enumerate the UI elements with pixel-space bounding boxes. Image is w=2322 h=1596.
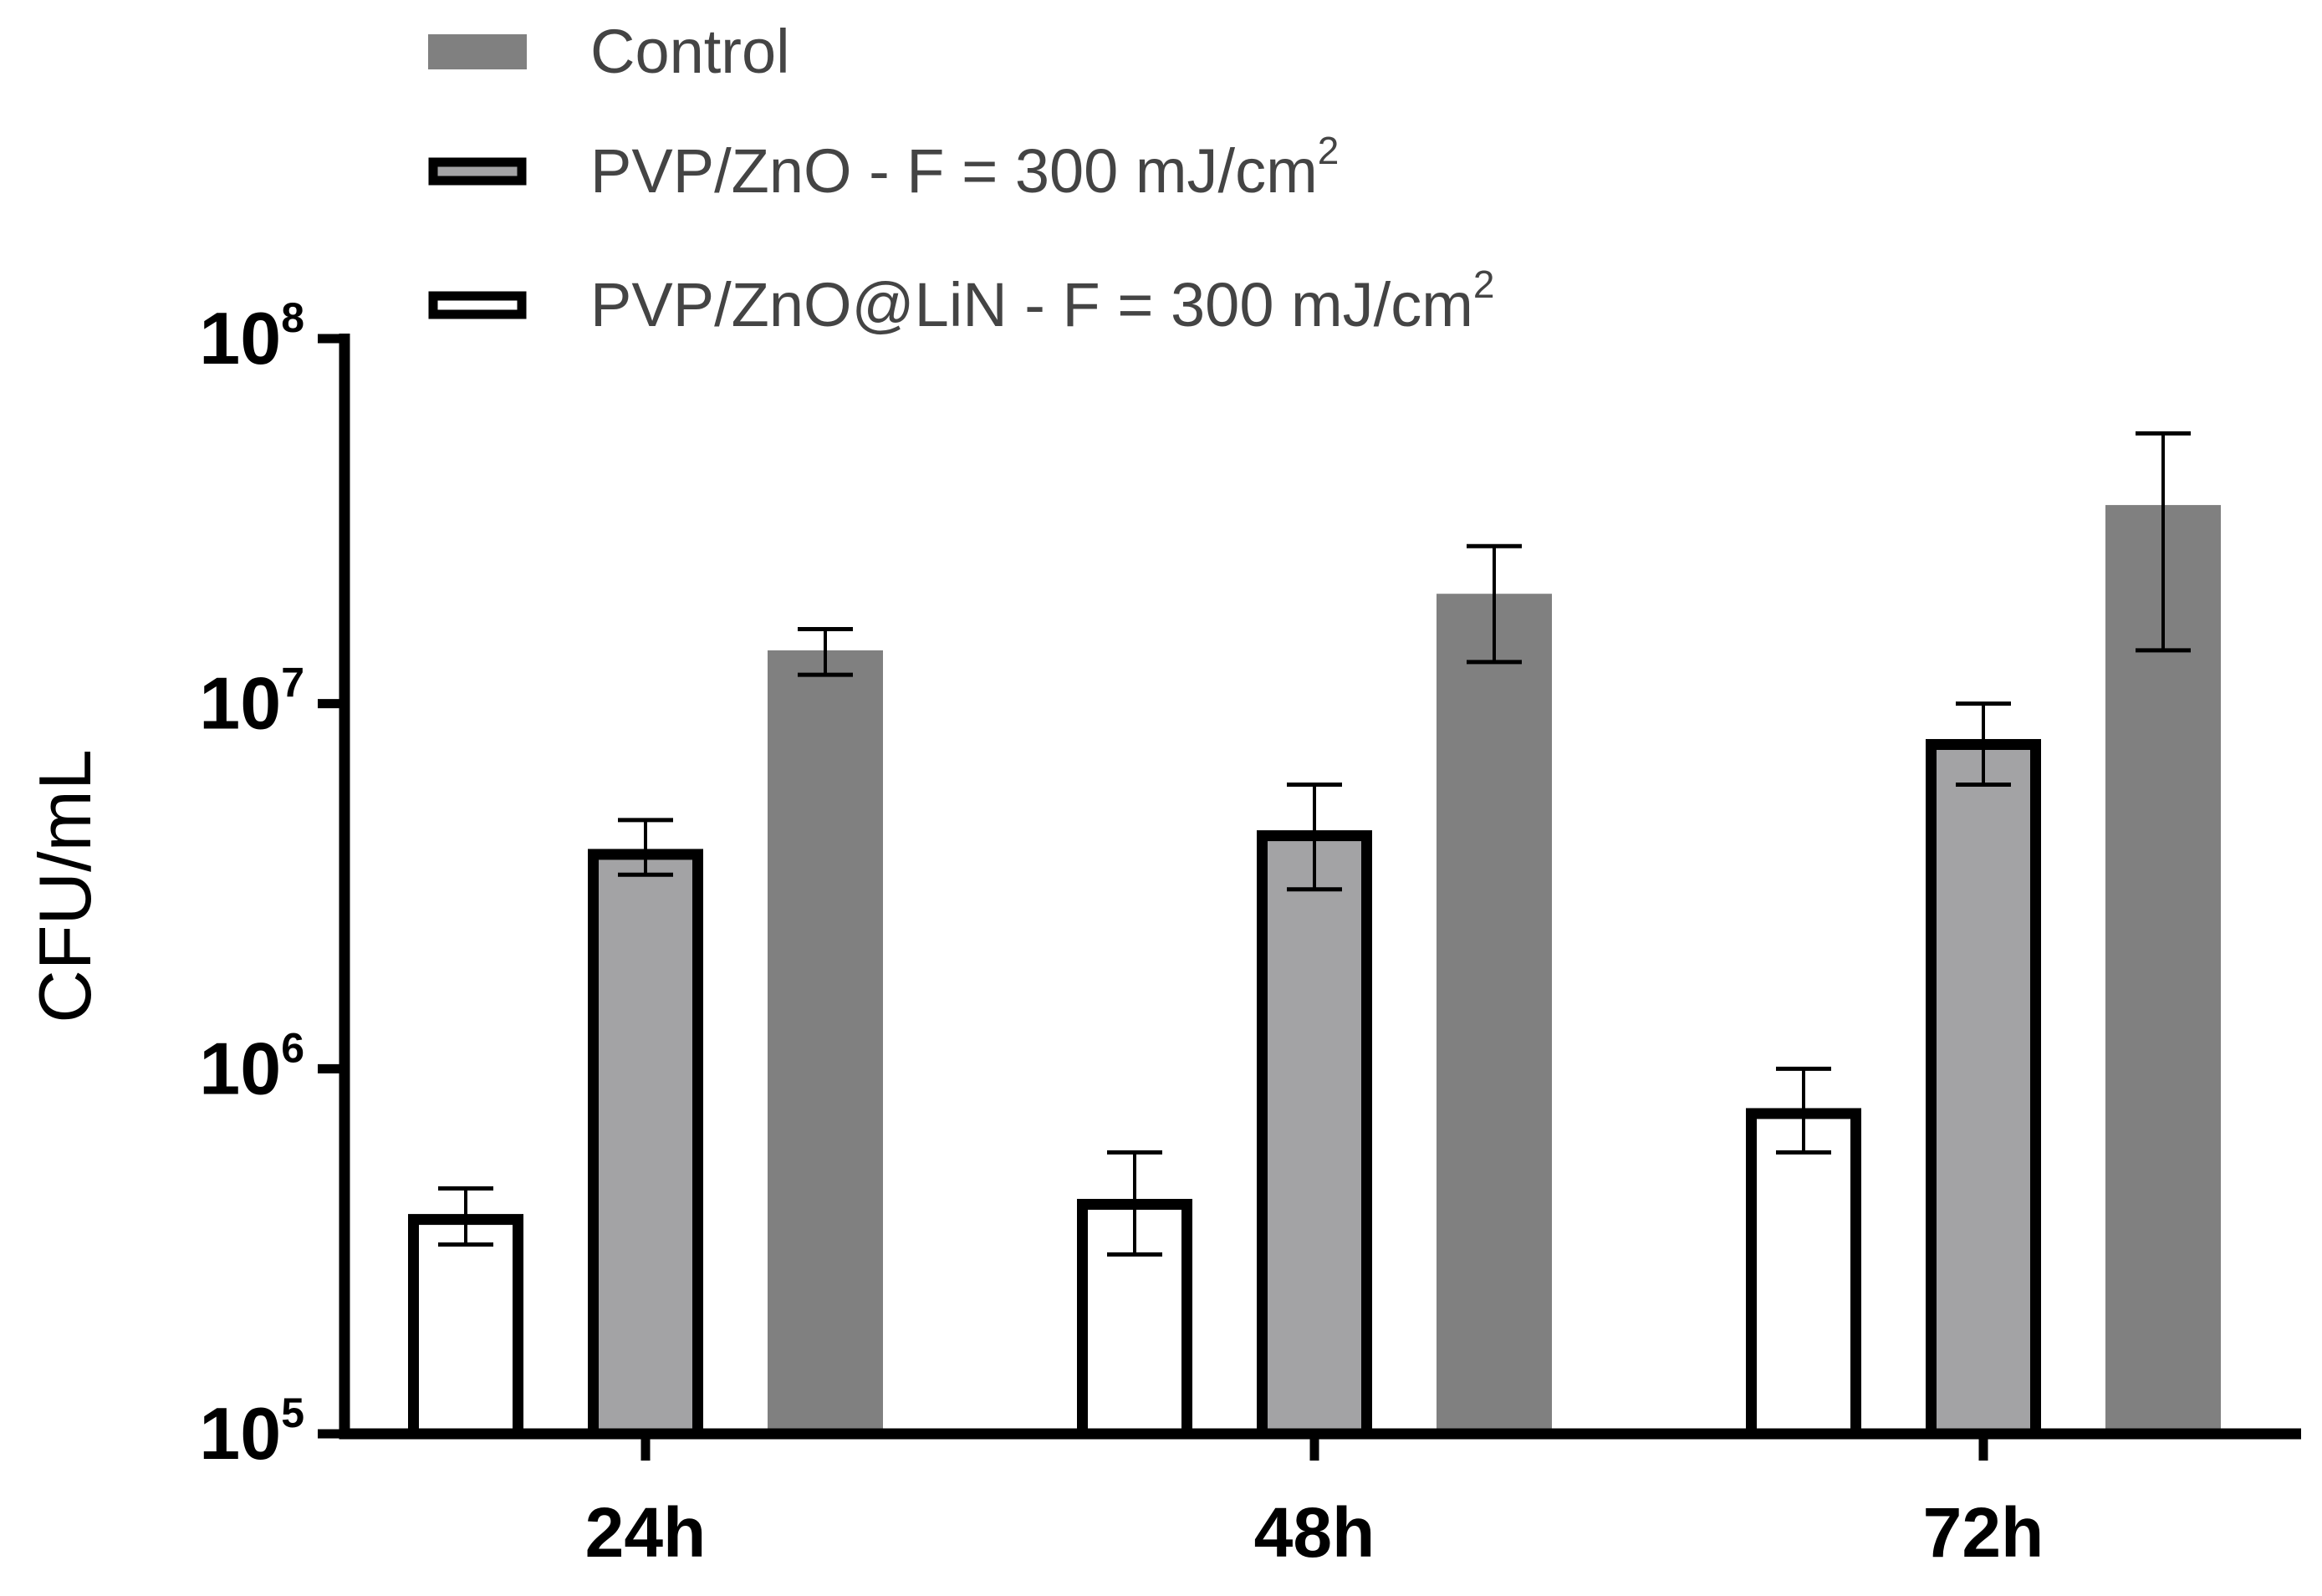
y-tick-label-7: 107	[199, 660, 304, 745]
legend: Control PVP/ZnO - F = 300 mJ/cm2 PVP/ZnO@L…	[428, 17, 1494, 339]
error-bar-48h-control	[1467, 543, 1522, 665]
error-bar-24h-pvp-zno-f-300-mj-cm	[618, 818, 673, 877]
bar-24h-control	[768, 650, 883, 1434]
error-bar-24h-pvp-zno-lin-f-300-mj-cm	[438, 1186, 493, 1247]
y-tick-label-6: 106	[199, 1024, 304, 1109]
bar-24h-pvp-zno-f-300-mj-cm	[588, 849, 703, 1440]
legend-label: Control	[590, 17, 790, 86]
legend-label: PVP/ZnO - F = 300 mJ/cm2	[590, 129, 1339, 206]
legend-swatch	[428, 34, 527, 69]
y-tick-label-8: 108	[199, 294, 304, 380]
bar-48h-control	[1437, 594, 1552, 1434]
legend-item-pvp-zno-lin-f-300-mj-cm: PVP/ZnO@LiN - F = 300 mJ/cm2	[428, 263, 1494, 339]
bars-group	[408, 505, 2221, 1440]
y-axis-title: CFU/mL	[23, 749, 106, 1023]
error-bar-48h-pvp-zno-lin-f-300-mj-cm	[1107, 1150, 1162, 1257]
labels-group: 105 106 107 108 24h 48h 72h CFU/mL	[23, 294, 2044, 1572]
axes-group	[318, 334, 2301, 1461]
bar-72h-control	[2105, 505, 2221, 1434]
bar-72h-pvp-zno-lin-f-300-mj-cm	[1746, 1108, 1861, 1440]
error-bar-72h-pvp-zno-f-300-mj-cm	[1956, 701, 2011, 788]
bar-72h-pvp-zno-f-300-mj-cm	[1926, 738, 2041, 1440]
y-tick-label-5: 105	[199, 1389, 304, 1475]
error-bar-72h-pvp-zno-lin-f-300-mj-cm	[1776, 1066, 1831, 1155]
legend-label: PVP/ZnO@LiN - F = 300 mJ/cm2	[590, 263, 1494, 339]
legend-swatch	[428, 157, 527, 186]
error-bar-24h-control	[798, 627, 853, 677]
legend-item-control: Control	[428, 17, 790, 86]
error-bars-group	[438, 431, 2191, 1257]
error-bar-72h-control	[2136, 431, 2191, 653]
bar-24h-pvp-zno-lin-f-300-mj-cm	[408, 1214, 523, 1440]
x-label-72h: 72h	[1923, 1493, 2044, 1572]
legend-item-pvp-zno-f-300-mj-cm: PVP/ZnO - F = 300 mJ/cm2	[428, 129, 1339, 206]
x-label-48h: 48h	[1254, 1493, 1375, 1572]
x-label-24h: 24h	[585, 1493, 707, 1572]
legend-swatch	[428, 291, 527, 319]
error-bar-48h-pvp-zno-f-300-mj-cm	[1287, 783, 1342, 892]
bar-48h-pvp-zno-f-300-mj-cm	[1257, 830, 1372, 1440]
